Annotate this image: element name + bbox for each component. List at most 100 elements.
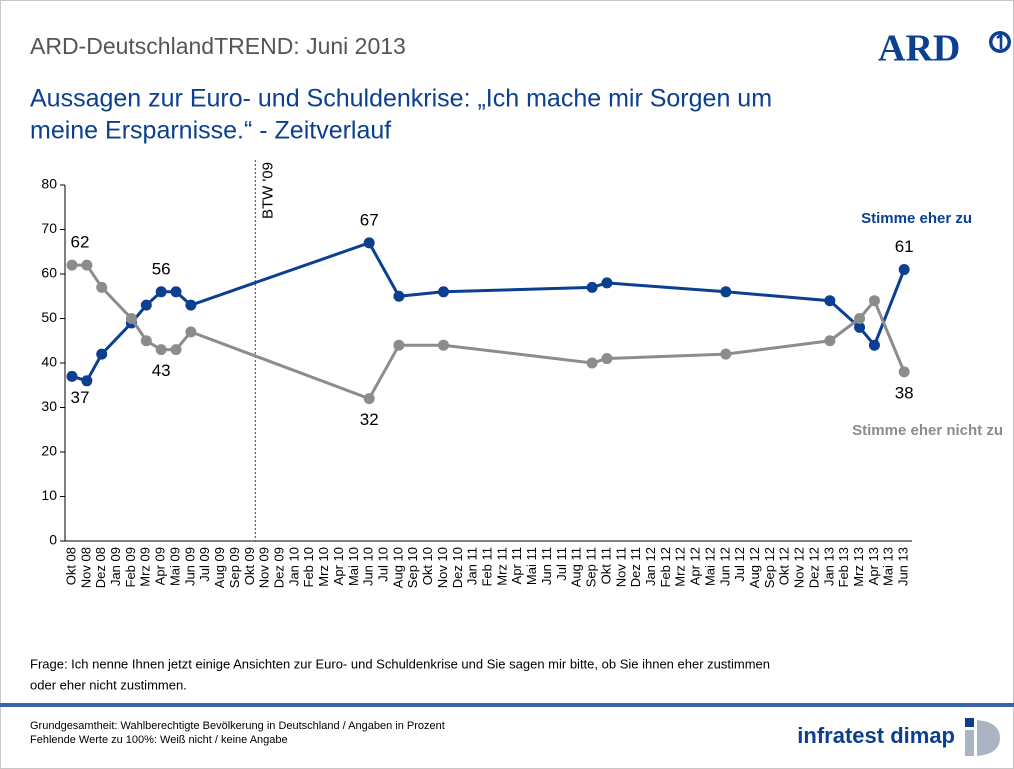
x-tick-label: Jan 12	[643, 547, 658, 586]
point	[586, 357, 598, 369]
x-tick-label: Nov 11	[613, 547, 628, 587]
x-tick-label: Apr 13	[866, 547, 881, 585]
data-label: 61	[895, 237, 914, 256]
x-tick-label: Apr 10	[331, 547, 346, 585]
x-tick-label: Okt 08	[63, 547, 78, 585]
series-line	[71, 241, 906, 383]
data-label: 38	[895, 383, 914, 402]
question: oder eher nicht zustimmen.	[30, 677, 187, 692]
x-tick-label: Jan 11	[465, 547, 480, 585]
x-tick-label: Mai 11	[524, 547, 539, 585]
point	[601, 353, 613, 365]
x-tick-label: Nov 12	[792, 547, 807, 588]
point	[155, 344, 167, 356]
footnote: Grundgesamtheit: Wahlberechtigte Bevölke…	[30, 720, 445, 732]
y-tick-label: 60	[41, 265, 57, 281]
x-tick-label: Okt 12	[777, 547, 792, 585]
x-tick-label: Jan 13	[821, 547, 836, 586]
y-tick-label: 30	[41, 398, 57, 414]
brand-icon	[965, 718, 1000, 756]
series-line	[72, 263, 906, 401]
point	[720, 348, 732, 360]
x-tick-label: Mrz 12	[673, 547, 688, 587]
point	[185, 299, 197, 311]
y-tick-label: 10	[41, 487, 57, 503]
x-tick-label: Jul 10	[375, 547, 390, 582]
point	[898, 366, 910, 378]
point	[185, 326, 197, 338]
point	[868, 295, 880, 307]
data-label: 56	[152, 259, 171, 278]
logo-mark	[989, 31, 1011, 53]
point	[140, 335, 152, 347]
x-tick-label: Apr 11	[509, 547, 524, 584]
point	[438, 339, 449, 351]
x-tick-label: Nov 10	[435, 547, 450, 588]
x-tick-label: Mai 12	[702, 547, 717, 586]
x-tick-label: Dez 10	[450, 547, 465, 588]
y-tick-label: 80	[41, 176, 57, 192]
data-label: 37	[71, 388, 90, 407]
point	[363, 393, 375, 405]
point	[438, 286, 449, 298]
point	[824, 295, 836, 307]
x-tick-label: Feb 09	[123, 547, 138, 587]
point	[601, 277, 613, 289]
legend-label: Stimme eher zu	[861, 210, 972, 227]
y-tick-label: 70	[41, 220, 57, 236]
x-tick-label: Jan 09	[108, 547, 123, 586]
data-label: 43	[152, 361, 171, 380]
point	[898, 264, 910, 276]
point	[81, 375, 93, 387]
x-tick-label: Jun 10	[361, 547, 376, 586]
x-tick-label: Apr 12	[688, 547, 703, 585]
point	[393, 290, 405, 302]
x-tick-label: Sep 09	[227, 547, 242, 588]
x-tick-label: Okt 09	[242, 547, 257, 585]
point	[868, 339, 880, 351]
x-tick-label: Aug 11	[569, 547, 584, 587]
x-tick-label: Sep 11	[584, 547, 599, 587]
x-tick-label: Mrz 09	[138, 547, 153, 587]
y-tick-label: 40	[41, 354, 57, 370]
x-tick-label: Jun 09	[182, 547, 197, 586]
x-tick-label: Mai 13	[881, 547, 896, 586]
x-tick-label: Feb 13	[836, 547, 851, 587]
point	[586, 281, 598, 293]
point	[66, 259, 78, 271]
point	[170, 286, 182, 298]
chart-title: Aussagen zur Euro- und Schuldenkrise: „I…	[30, 85, 772, 113]
x-tick-label: Feb 12	[658, 547, 673, 587]
x-tick-label: Okt 10	[420, 547, 435, 585]
separator	[0, 703, 1014, 707]
point	[170, 344, 182, 356]
x-tick-label: Mrz 11	[494, 547, 509, 586]
y-tick-label: 0	[49, 532, 57, 548]
x-tick-label: Apr 09	[153, 547, 168, 585]
x-tick-label: Jun 13	[896, 547, 911, 586]
x-tick-label: Sep 12	[762, 547, 777, 588]
point	[155, 286, 167, 298]
x-tick-label: Dez 12	[806, 547, 821, 588]
x-tick-label: Aug 10	[390, 547, 405, 588]
data-label: 62	[71, 233, 90, 252]
data-label: 32	[360, 410, 379, 429]
point	[720, 286, 732, 298]
x-tick-label: Nov 08	[78, 547, 93, 588]
point	[81, 259, 93, 271]
brand: infratest dimap	[797, 723, 955, 748]
x-tick-label: Mai 09	[167, 547, 182, 586]
footnote: Fehlende Werte zu 100%: Weiß nicht / kei…	[30, 734, 288, 746]
logo: ARD	[878, 28, 960, 70]
legend-label: Stimme eher nicht zu	[852, 422, 1003, 439]
x-tick-label: Mrz 10	[316, 547, 331, 587]
x-tick-label: Jun 11	[539, 547, 554, 585]
x-tick-label: Dez 08	[93, 547, 108, 588]
y-tick-label: 20	[41, 443, 57, 459]
point	[140, 299, 152, 311]
x-tick-label: Jan 10	[286, 547, 301, 586]
point	[393, 339, 405, 351]
question: Frage: Ich nenne Ihnen jetzt einige Ansi…	[30, 656, 770, 671]
